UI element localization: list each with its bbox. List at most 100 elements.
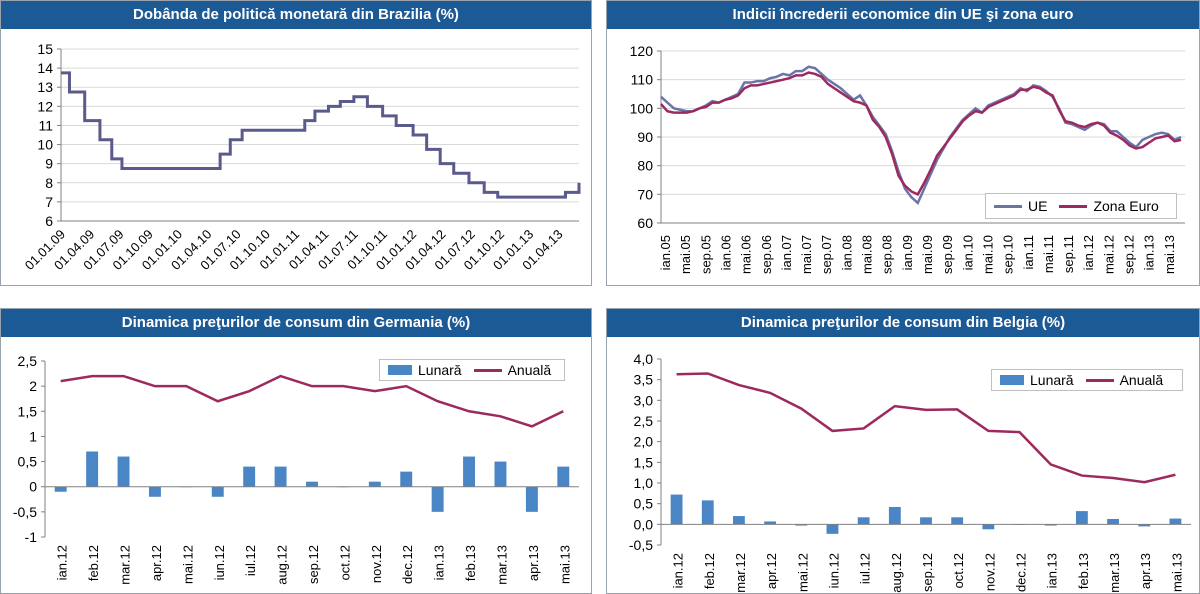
- bar-belgium: [1138, 524, 1151, 527]
- bar-belgium: [795, 524, 808, 526]
- y-tick-label: 70: [637, 186, 653, 202]
- bar-germany: [148, 486, 161, 497]
- bar-belgium: [701, 500, 714, 525]
- chart-title-eu: Indicii încrederii economice din UE şi z…: [607, 1, 1199, 29]
- x-tick-label: ian.09: [900, 235, 915, 270]
- bar-germany: [557, 466, 570, 487]
- y-tick-label: 1: [29, 428, 37, 444]
- bar-belgium: [982, 524, 995, 530]
- bar-germany: [274, 466, 287, 487]
- x-tick-label: ian.12: [671, 553, 686, 588]
- x-tick-label: ian.08: [839, 235, 854, 270]
- legend-belgium: Lunară Anuală: [991, 369, 1183, 391]
- bar-germany: [211, 486, 224, 497]
- x-tick-label: mar.12: [733, 553, 748, 593]
- bar-belgium: [1044, 524, 1057, 526]
- bar-germany: [494, 461, 507, 487]
- chart-title-belgium: Dinamica preţurilor de consum din Belgia…: [607, 309, 1199, 337]
- legend-label-lunara-be: Lunară: [1030, 372, 1074, 388]
- y-tick-label: -0,5: [13, 504, 37, 520]
- x-tick-label: sep.05: [698, 235, 713, 274]
- x-tick-label: sep.08: [880, 235, 895, 274]
- legend-swatch-anuala-be: [1085, 378, 1114, 382]
- x-tick-label: ian.13: [1045, 553, 1060, 588]
- x-tick-label: nov.12: [982, 553, 997, 591]
- y-tick-label: 1,5: [18, 403, 38, 419]
- legend-swatch-lunara-de: [388, 365, 412, 375]
- y-tick-label: 120: [630, 43, 654, 59]
- y-tick-label: 2: [29, 378, 37, 394]
- legend-label-anuala-be: Anuală: [1119, 372, 1164, 388]
- bar-belgium: [1075, 511, 1088, 525]
- y-tick-label: 90: [637, 129, 653, 145]
- x-tick-label: mai.08: [860, 235, 875, 274]
- bar-germany: [306, 481, 318, 487]
- x-tick-label: iul.12: [243, 545, 258, 576]
- x-tick-label: apr.12: [149, 545, 164, 581]
- legend-label-anuala-de: Anuală: [507, 362, 552, 378]
- x-tick-label: feb.12: [702, 553, 717, 589]
- x-tick-label: mar.13: [1107, 553, 1122, 593]
- x-tick-label: nov.12: [369, 545, 384, 583]
- x-tick-label: mar.12: [118, 545, 133, 585]
- x-tick-label: dec.12: [400, 545, 415, 584]
- x-tick-label: iun.12: [212, 545, 227, 580]
- x-tick-label: mai.09: [920, 235, 935, 274]
- legend-swatch-lunara-be: [1000, 375, 1024, 385]
- x-tick-label: aug.12: [889, 553, 904, 593]
- bar-belgium: [1169, 518, 1182, 525]
- y-tick-label: 110: [631, 72, 654, 88]
- bar-germany: [117, 456, 130, 487]
- x-tick-label: mai.06: [739, 235, 754, 274]
- y-tick-label: 6: [45, 213, 53, 229]
- x-tick-label: ian.13: [432, 545, 447, 580]
- bar-belgium: [670, 494, 683, 525]
- bar-germany: [463, 456, 476, 487]
- y-tick-label: 100: [630, 100, 654, 116]
- x-tick-label: ian.07: [779, 235, 794, 270]
- x-tick-label: ian.11: [1021, 235, 1036, 269]
- chart-brazil: 678910111213141501.01.0901.04.0901.07.09…: [22, 41, 581, 273]
- y-tick-label: 3,5: [634, 372, 654, 388]
- legend-swatch-ue: [994, 204, 1022, 208]
- bar-germany: [86, 451, 99, 487]
- x-tick-label: mai.12: [180, 545, 195, 584]
- y-tick-label: 3,0: [634, 392, 654, 408]
- y-tick-label: 11: [38, 117, 53, 133]
- x-tick-label: apr.13: [526, 545, 541, 581]
- y-tick-label: 12: [37, 98, 53, 114]
- chart-belgium: -0,5 0,0 0,5 1,0 1,5 2,0 2,5 3,0 3,5 4,0 ian.12 feb…: [629, 351, 1191, 593]
- y-tick-label: 60: [637, 215, 653, 231]
- x-tick-label: ian.12: [1081, 235, 1096, 270]
- y-tick-label: 2,0: [634, 434, 654, 450]
- x-tick-label: mai.13: [1162, 235, 1177, 274]
- y-tick-label: 4,0: [634, 351, 654, 367]
- legend-label-euro: Zona Euro: [1093, 198, 1159, 214]
- chart-title-germany: Dinamica preţurilor de consum din German…: [1, 309, 591, 337]
- bar-germany: [54, 486, 67, 492]
- y-tick-label: 0: [29, 479, 37, 495]
- legend-label-ue: UE: [1028, 198, 1048, 214]
- y-tick-label: 9: [45, 156, 53, 172]
- y-tick-label: 10: [37, 137, 53, 153]
- x-tick-label: apr.13: [1138, 553, 1153, 589]
- y-tick-label: 0,5: [18, 454, 38, 470]
- y-tick-label: 0,5: [634, 496, 654, 512]
- y-tick-label: 1,5: [634, 454, 654, 470]
- y-tick-label: 15: [37, 41, 53, 57]
- bar-belgium: [888, 506, 901, 525]
- x-tick-label: iul.12: [858, 553, 873, 584]
- x-tick-label: apr.12: [764, 553, 779, 589]
- bar-germany: [400, 471, 413, 487]
- x-tick-label: ian.12: [55, 545, 70, 580]
- y-tick-label: 13: [37, 79, 53, 95]
- y-tick-label: 2,5: [18, 353, 38, 369]
- chart-title-brazil: Dobânda de politică monetară din Brazili…: [1, 1, 591, 29]
- bar-belgium: [1107, 518, 1119, 525]
- x-tick-label: mai.07: [799, 235, 814, 274]
- x-tick-label: dec.12: [1014, 553, 1029, 592]
- panel-eu-confidence: Indicii încrederii economice din UE şi z…: [606, 0, 1200, 286]
- x-tick-label: sep.11: [1061, 235, 1076, 273]
- x-tick-label: mai.13: [557, 545, 572, 584]
- x-tick-label: oct.12: [337, 545, 352, 580]
